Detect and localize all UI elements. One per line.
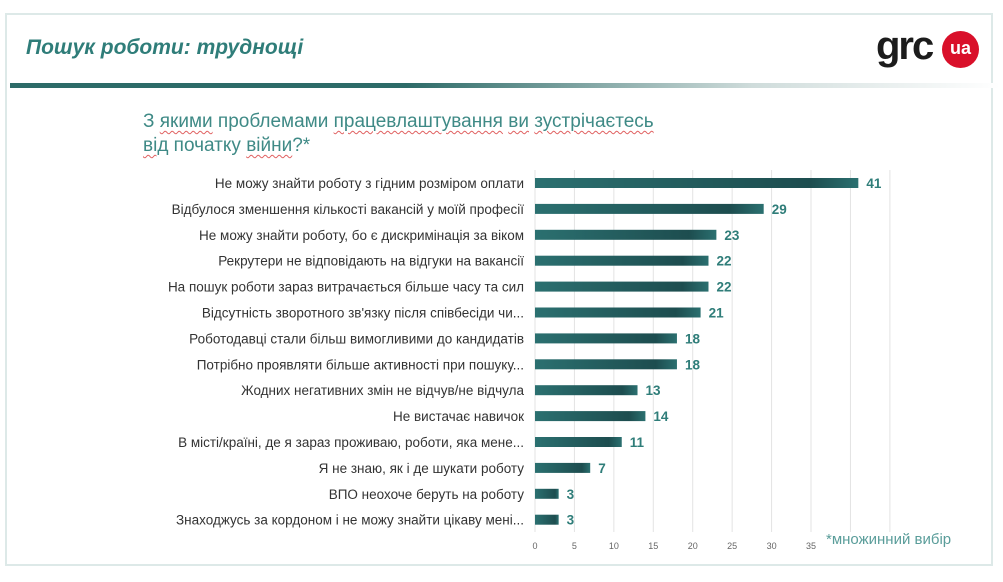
x-tick-label: 20 [688,541,698,551]
question-text: проблемами [212,111,334,132]
data-label: 41 [866,176,882,191]
question-text: від [143,135,169,156]
bar [535,437,622,447]
category-label: Рекрутери не відповідають на відгуки на … [218,254,524,269]
category-label: В місті/країні, де я зараз проживаю, роб… [178,435,524,450]
x-tick-label: 10 [609,541,619,551]
category-label: Не вистачає навичок [393,409,524,424]
data-label: 23 [724,228,740,243]
question-text: початку [168,135,247,156]
question-text: ви [508,111,529,132]
question-text: працевлаштування [333,111,503,132]
bar [535,488,559,499]
bar [535,281,709,292]
category-label: Знаходжусь за кордоном і не можу знайти … [176,513,524,528]
question-text: зустрічаєтесь [534,111,654,132]
bar [535,333,677,344]
bar [535,203,764,214]
slide-card [5,13,993,566]
x-tick-label: 15 [648,541,658,551]
category-label: ВПО неохоче беруть на роботу [329,487,525,502]
bar [535,178,859,188]
data-label: 13 [646,383,662,398]
question-text: війни [246,135,293,156]
bar [535,255,709,266]
data-label: 22 [716,280,731,295]
category-label: Відбулося зменшення кількості вакансій у… [172,202,525,217]
x-tick-label: 35 [806,541,816,551]
logo-badge: ua [942,31,979,68]
category-label: Роботодавці стали більш вимогливими до к… [189,331,524,346]
x-tick-label: 25 [727,541,737,551]
data-label: 3 [567,487,575,502]
chart-question: З якими проблемами працевлаштування ви з… [143,110,654,158]
data-label: 7 [598,461,606,476]
x-tick-label: 5 [572,541,577,551]
question-text: З [143,111,160,132]
page-title: Пошук роботи: труднощі [26,36,304,59]
question-text: якими [159,111,213,132]
bar [535,229,717,240]
data-label: 29 [772,202,787,217]
data-label: 18 [685,357,701,372]
header-divider [10,83,1000,88]
data-label: 11 [630,435,645,450]
x-tick-label: 30 [767,541,777,551]
category-label: Не можу знайти роботу з гідним розміром … [215,176,524,191]
category-label: На пошук роботи зараз витрачається більш… [168,280,524,295]
bar [535,411,646,422]
data-label: 3 [567,513,575,528]
question-text: ?* [292,135,311,156]
category-label: Потрібно проявляти більше активності при… [197,357,524,372]
category-label: Відсутність зворотного зв'язку після спі… [202,306,524,321]
bar [535,385,638,396]
x-tick-label: 0 [532,541,537,551]
data-label: 18 [685,331,701,346]
bar [535,514,559,525]
category-label: Жодних негативних змін не відчув/не відч… [241,383,524,398]
data-label: 21 [709,306,725,321]
bar [535,307,701,318]
category-label: Я не знаю, як і де шукати роботу [319,461,525,476]
logo-text: grc [876,24,934,68]
data-label: 22 [716,254,731,269]
logo: grc ua [876,24,981,70]
category-label: Не можу знайти роботу, бо є дискримінаці… [199,228,524,243]
bar [535,359,677,370]
bar [535,462,591,473]
footnote: *множинний вибір [826,531,952,548]
data-label: 14 [653,409,669,424]
